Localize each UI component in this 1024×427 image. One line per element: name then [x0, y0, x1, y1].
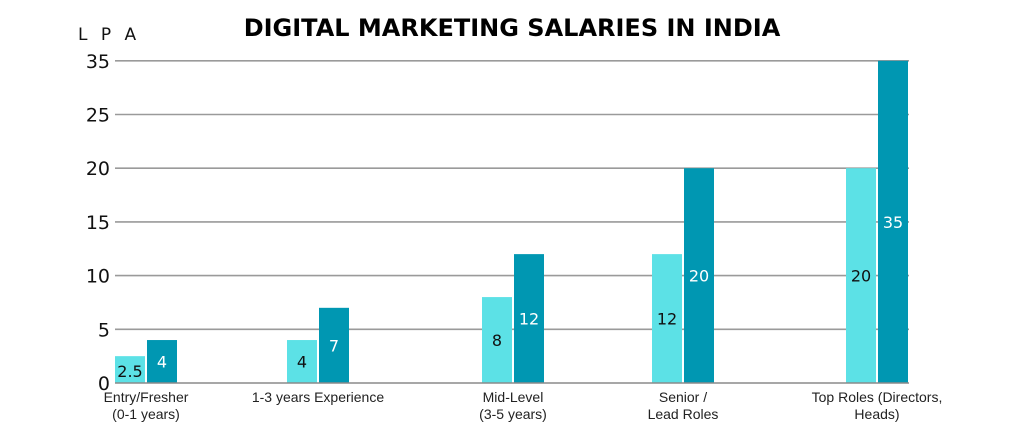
bars: [115, 60, 908, 384]
bar-lower: [287, 340, 317, 383]
y-tick-label: 25: [86, 105, 110, 127]
chart-title: DIGITAL MARKETING SALARIES IN INDIA: [244, 14, 781, 42]
data-label: 4: [157, 353, 167, 372]
data-label: 7: [329, 336, 339, 355]
bar-lower: [846, 168, 876, 383]
x-tick-label: Entry/Fresher (0-1 years): [104, 389, 189, 422]
data-label: 4: [297, 353, 307, 372]
x-axis-ticks: Entry/Fresher (0-1 years) 1-3 years Experi…: [104, 389, 943, 422]
bar-upper: [147, 340, 177, 383]
bar-upper: [878, 60, 908, 384]
y-tick-label: 35: [86, 51, 110, 73]
x-tick-label: 1-3 years Experience: [252, 389, 385, 405]
data-label: 12: [519, 310, 539, 329]
data-label: 12: [657, 310, 677, 329]
bar-lower: [115, 356, 145, 383]
y-axis-label: L P A: [78, 25, 140, 45]
bar-upper: [684, 168, 714, 383]
x-tick-label: Senior / Lead Roles: [648, 389, 719, 422]
bar-upper: [514, 254, 544, 383]
y-tick-label: 5: [98, 319, 110, 341]
x-tick-label: Top Roles (Directors, Heads): [812, 389, 943, 422]
bar-lower: [652, 254, 682, 383]
data-label: 35: [883, 213, 903, 232]
data-label: 8: [492, 331, 502, 350]
bar-lower: [482, 297, 512, 383]
data-labels: 2.5 4 8 12 20 4 7 12 20 35: [117, 213, 903, 381]
x-tick-label: Mid-Level (3-5 years): [479, 389, 547, 422]
bar-upper: [319, 307, 349, 383]
y-tick-label: 10: [86, 266, 110, 288]
data-label: 2.5: [117, 362, 142, 381]
y-tick-label: 20: [86, 158, 110, 180]
data-label: 20: [851, 267, 871, 286]
y-axis-ticks: 0 5 10 15 20 25 35: [86, 51, 110, 395]
y-tick-label: 15: [86, 212, 110, 234]
y-tick-label: 0: [98, 373, 110, 395]
data-label: 20: [689, 267, 709, 286]
gridlines: [115, 59, 909, 331]
